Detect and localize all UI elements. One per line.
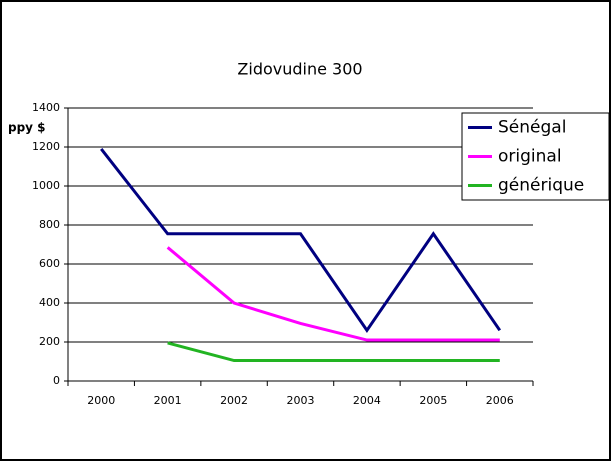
y-axis-label: ppy $ <box>8 121 46 135</box>
x-tick-label: 2005 <box>419 394 447 407</box>
series-line <box>166 246 500 342</box>
chart-title: Zidovudine 300 <box>237 60 362 79</box>
x-tick-label: 2001 <box>154 394 182 407</box>
y-tick-label: 0 <box>53 374 60 387</box>
series-line <box>100 148 502 333</box>
y-tick-label: 200 <box>39 335 60 348</box>
legend-label: générique <box>498 176 584 196</box>
x-tick-label: 2003 <box>287 394 315 407</box>
series-line <box>167 341 500 363</box>
y-tick-label: 600 <box>39 257 60 270</box>
legend-label: Sénégal <box>498 118 566 138</box>
y-tick-label: 1200 <box>32 140 60 153</box>
x-tick-label: 2002 <box>220 394 248 407</box>
y-tick-label: 1400 <box>32 101 60 114</box>
y-tick-label: 800 <box>39 218 60 231</box>
y-tick-label: 1000 <box>32 179 60 192</box>
legend-label: original <box>498 147 562 167</box>
x-tick-label: 2004 <box>353 394 381 407</box>
x-tick-label: 2000 <box>87 394 115 407</box>
y-tick-label: 400 <box>39 296 60 309</box>
x-tick-label: 2006 <box>486 394 514 407</box>
